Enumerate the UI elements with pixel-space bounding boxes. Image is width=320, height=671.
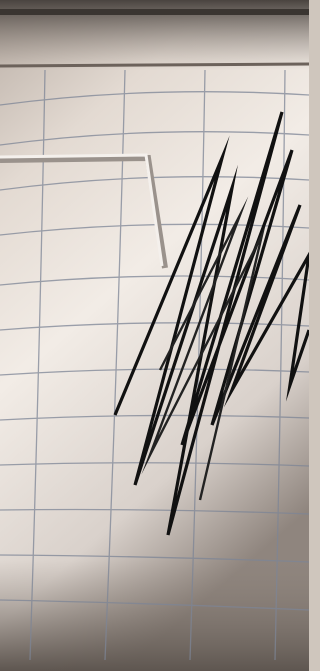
bottom-shadow [0,560,309,671]
body [0,0,309,671]
page: {} html, body { margin: 0; padding: 0; w… [0,0,309,671]
seismograph-photo [0,0,309,671]
drum-edge [0,64,309,66]
